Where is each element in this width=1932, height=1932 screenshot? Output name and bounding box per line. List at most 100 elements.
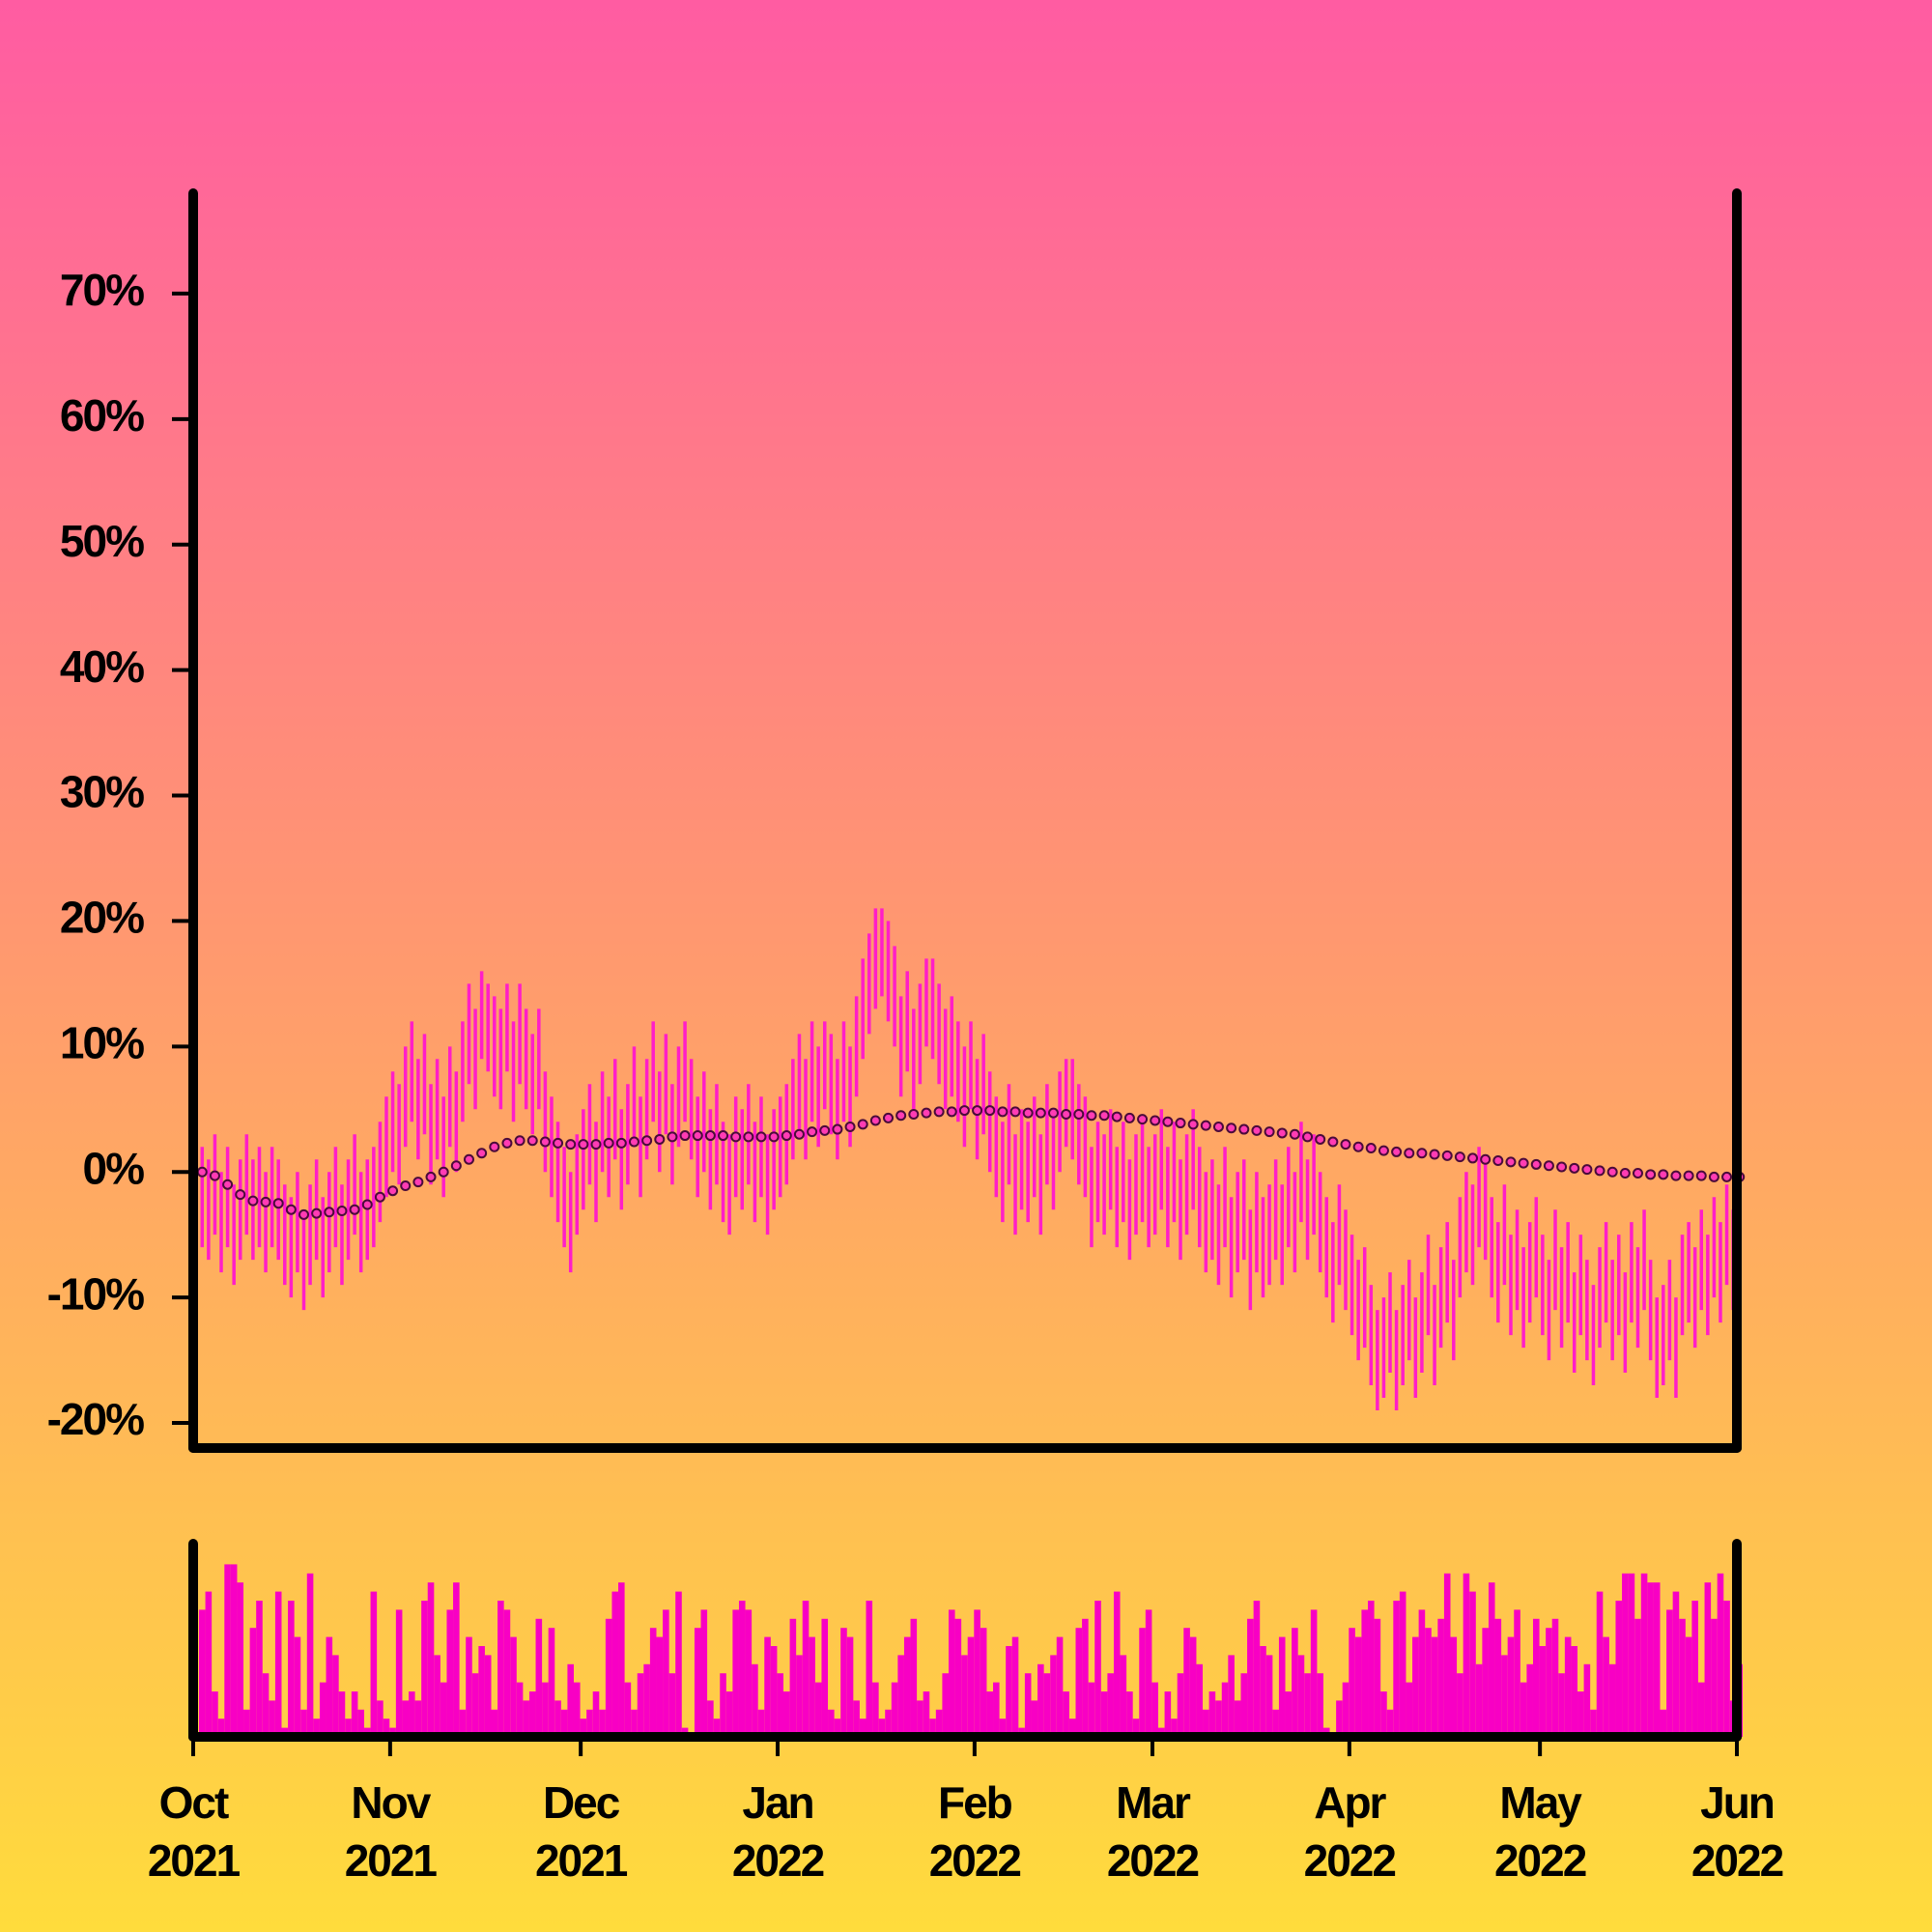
ma-dot bbox=[1022, 1107, 1034, 1119]
ma-dot bbox=[857, 1119, 868, 1130]
volume-bar bbox=[1723, 1601, 1730, 1737]
y-tick-label: 30% bbox=[60, 767, 144, 817]
ma-dot bbox=[1352, 1141, 1364, 1152]
volume-bar bbox=[631, 1709, 638, 1737]
ma-dot bbox=[984, 1105, 996, 1117]
volume-bar bbox=[1501, 1655, 1508, 1737]
volume-bar bbox=[1113, 1591, 1121, 1737]
volume-bar bbox=[1354, 1636, 1362, 1737]
ma-dot bbox=[895, 1110, 907, 1122]
volume-bar bbox=[554, 1700, 561, 1737]
volume-bar bbox=[1691, 1601, 1698, 1737]
volume-bar bbox=[1583, 1663, 1591, 1737]
volume-bar bbox=[427, 1582, 435, 1737]
ma-dot bbox=[1556, 1161, 1568, 1173]
volume-bar bbox=[1031, 1700, 1038, 1737]
ma-dot bbox=[1467, 1152, 1479, 1164]
ma-dot bbox=[526, 1135, 538, 1147]
ma-dot bbox=[590, 1139, 602, 1151]
ma-dot bbox=[1594, 1165, 1605, 1177]
volume-bar bbox=[478, 1646, 485, 1737]
volume-bar bbox=[624, 1682, 632, 1737]
volume-bar bbox=[961, 1655, 968, 1737]
volume-bar bbox=[294, 1636, 301, 1737]
x-tick-label: Feb 2022 bbox=[928, 1777, 1022, 1886]
ma-dot bbox=[1098, 1110, 1110, 1122]
ma-dot bbox=[514, 1135, 526, 1147]
x-tick-label: Nov 2021 bbox=[344, 1777, 438, 1886]
volume-bar bbox=[783, 1691, 790, 1737]
volume-bar bbox=[1336, 1700, 1343, 1737]
ma-dot bbox=[324, 1207, 335, 1218]
volume-bar bbox=[917, 1700, 923, 1737]
ma-dot bbox=[883, 1112, 895, 1123]
ma-dot bbox=[1683, 1170, 1694, 1181]
volume-bar bbox=[1189, 1636, 1197, 1737]
volume-bar bbox=[1228, 1655, 1235, 1737]
volume-bar bbox=[910, 1618, 918, 1737]
ma-dot bbox=[1505, 1156, 1517, 1168]
volume-bar bbox=[802, 1601, 810, 1737]
volume-bar bbox=[466, 1636, 472, 1737]
volume-bar bbox=[777, 1673, 784, 1737]
volume-bar bbox=[1418, 1609, 1426, 1737]
volume-bar bbox=[224, 1564, 231, 1737]
ma-dot bbox=[972, 1105, 983, 1117]
frame bbox=[188, 188, 1742, 1742]
volume-bar bbox=[1628, 1573, 1635, 1737]
ma-dot bbox=[196, 1166, 208, 1178]
volume-bar bbox=[580, 1719, 587, 1737]
volume-bar bbox=[548, 1628, 555, 1737]
ma-dot bbox=[1251, 1124, 1263, 1136]
volume-bar bbox=[1132, 1719, 1140, 1737]
volume-bar bbox=[796, 1655, 803, 1737]
volume-bar bbox=[948, 1609, 955, 1737]
ma-dot bbox=[718, 1130, 729, 1142]
volume-bar bbox=[269, 1700, 275, 1737]
ma-dot bbox=[1708, 1171, 1719, 1182]
volume-bar bbox=[1203, 1709, 1209, 1737]
volume-bar bbox=[611, 1591, 619, 1737]
ma-dot bbox=[1404, 1148, 1415, 1159]
volume-bar bbox=[573, 1682, 581, 1737]
volume-bar bbox=[675, 1591, 682, 1737]
volume-bar bbox=[1196, 1663, 1204, 1737]
volume-bar bbox=[1685, 1636, 1692, 1737]
volume-bar bbox=[1399, 1591, 1406, 1737]
ma-dot bbox=[1111, 1111, 1122, 1122]
x-tick-label: Jan 2022 bbox=[731, 1777, 825, 1886]
ma-dot bbox=[1632, 1168, 1643, 1179]
volume-bar bbox=[1672, 1591, 1680, 1737]
volume-bar bbox=[1310, 1609, 1318, 1737]
ma-dot bbox=[1480, 1153, 1492, 1165]
ma-dot bbox=[615, 1137, 627, 1149]
ma-dot bbox=[1581, 1164, 1593, 1176]
volume-bar bbox=[1151, 1682, 1158, 1737]
ma-dot bbox=[819, 1124, 831, 1136]
volume-bar bbox=[1260, 1646, 1266, 1737]
volume-bar bbox=[1514, 1609, 1520, 1737]
ma-dot bbox=[1212, 1121, 1224, 1132]
volume-bar bbox=[1240, 1673, 1248, 1737]
ma-dot bbox=[781, 1130, 792, 1142]
volume-bar bbox=[859, 1719, 867, 1737]
ma-dot bbox=[1035, 1107, 1046, 1119]
ma-dot bbox=[1073, 1108, 1085, 1120]
volume-bar bbox=[809, 1636, 815, 1737]
volume-bar bbox=[993, 1682, 1000, 1737]
volume-bar bbox=[1463, 1573, 1470, 1737]
volume-bar bbox=[1075, 1628, 1083, 1737]
ma-dot bbox=[311, 1208, 323, 1219]
volume-bar bbox=[523, 1700, 529, 1737]
ma-dot bbox=[1086, 1110, 1097, 1122]
volume-bar bbox=[935, 1709, 943, 1737]
volume-bar bbox=[1615, 1601, 1623, 1737]
volume-bar bbox=[1094, 1601, 1101, 1737]
ma-dot bbox=[565, 1139, 577, 1151]
volume-bar bbox=[306, 1573, 314, 1737]
volume-bar bbox=[249, 1628, 257, 1737]
volume-bar bbox=[1361, 1609, 1369, 1737]
volume-bar bbox=[700, 1609, 708, 1737]
volume-bar bbox=[1265, 1655, 1273, 1737]
volume-bar bbox=[516, 1682, 524, 1737]
